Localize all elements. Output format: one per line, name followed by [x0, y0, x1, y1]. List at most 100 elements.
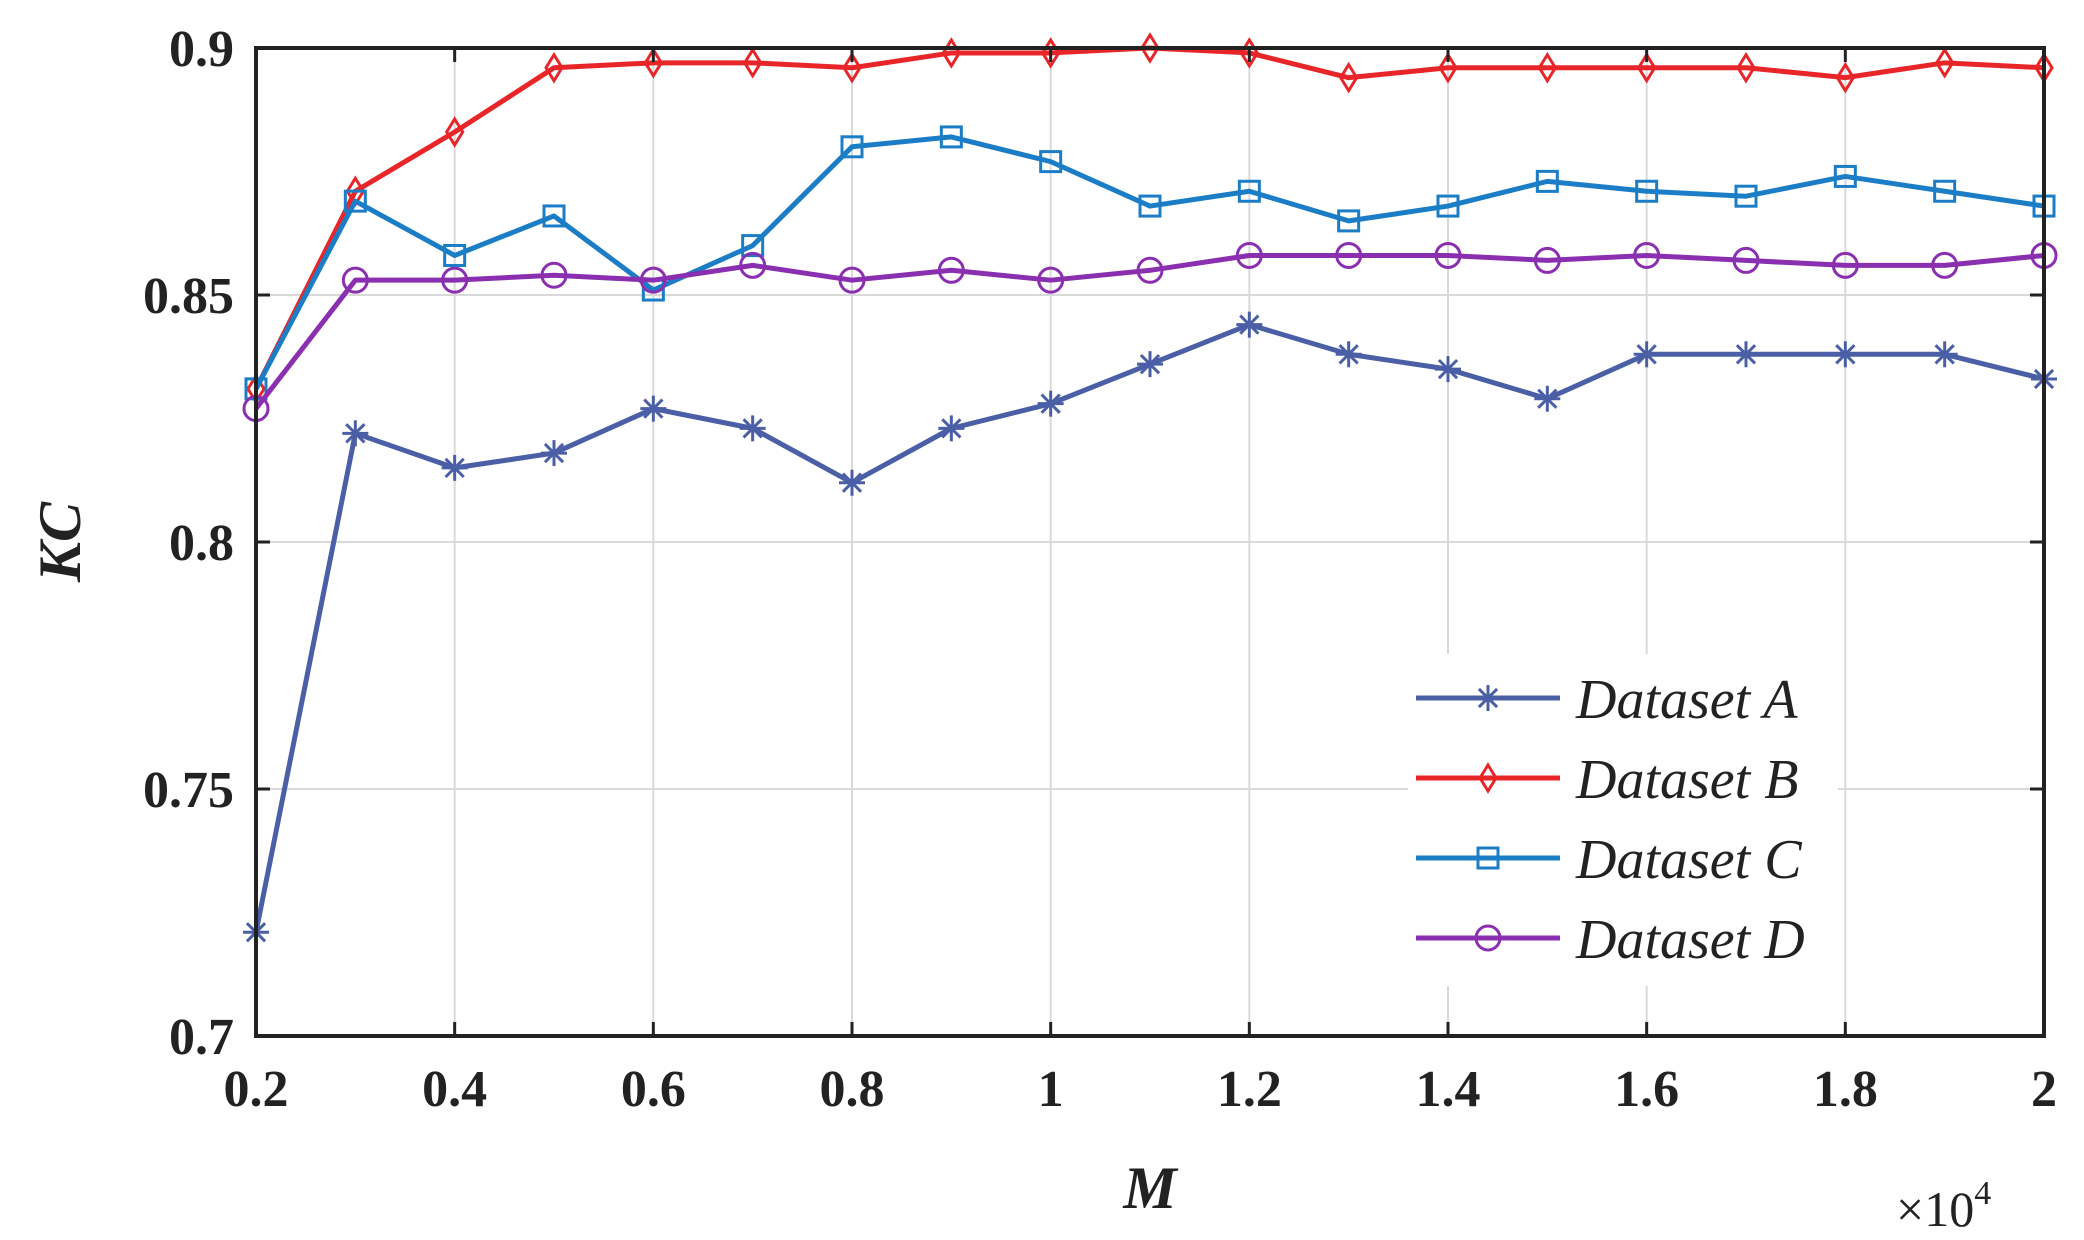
data-point-dataset-a	[1137, 351, 1163, 378]
data-point-dataset-c	[1138, 194, 1162, 218]
legend-marker	[1474, 924, 1502, 952]
data-point-dataset-d	[1434, 241, 1462, 269]
star-stroke	[1537, 388, 1558, 409]
data-point-dataset-c	[1833, 164, 1857, 188]
y-axis-title: KC	[27, 501, 93, 583]
star-stroke	[1735, 344, 1757, 365]
legend-marker	[1475, 685, 1501, 711]
data-point-dataset-a	[1435, 356, 1461, 383]
data-point-dataset-c	[1933, 179, 1957, 203]
y-tick-label: 0.8	[169, 515, 234, 572]
data-point-dataset-b	[544, 51, 564, 84]
data-point-dataset-b	[1338, 61, 1359, 94]
series-dataset-c	[244, 125, 2056, 401]
data-point-dataset-c	[542, 204, 566, 228]
y-tick-label: 0.75	[143, 762, 234, 819]
star-stroke	[841, 472, 863, 493]
data-point-dataset-b	[1934, 46, 1955, 79]
data-point-dataset-d	[1136, 256, 1164, 284]
legend-marker	[1478, 762, 1498, 794]
data-point-dataset-b	[1140, 32, 1160, 64]
star-stroke	[742, 418, 763, 439]
data-point-dataset-a	[839, 469, 865, 496]
star-stroke	[1934, 344, 1955, 365]
x-tick-label: 0.6	[621, 1061, 686, 1118]
ticks	[254, 46, 2046, 1038]
data-point-dataset-a	[739, 415, 766, 442]
data-point-dataset-c	[1436, 194, 1460, 218]
x-tick-label: 1.8	[1813, 1061, 1878, 1118]
legend-label: Dataset B	[1575, 749, 1798, 811]
data-point-dataset-a	[1832, 341, 1859, 368]
data-point-dataset-b	[1835, 61, 1856, 94]
star-stroke	[1437, 358, 1459, 380]
data-point-dataset-c	[343, 189, 367, 213]
data-point-dataset-d	[739, 251, 767, 279]
data-point-dataset-c	[840, 135, 864, 159]
data-point-dataset-a	[640, 395, 667, 422]
star-stroke	[1338, 344, 1359, 365]
x-axis-title: M	[1122, 1155, 1179, 1221]
data-point-dataset-a	[1931, 341, 1958, 368]
data-point-dataset-a	[1037, 390, 1064, 417]
star-stroke	[444, 457, 465, 479]
data-point-dataset-c	[1039, 150, 1063, 174]
star-stroke	[1139, 353, 1161, 375]
data-point-dataset-a	[1633, 341, 1660, 368]
data-point-dataset-c	[1635, 179, 1659, 203]
data-point-dataset-d	[1037, 266, 1065, 294]
data-point-dataset-b	[742, 46, 763, 79]
legend-item-dataset-c: Dataset C	[1416, 829, 1802, 891]
data-point-dataset-d	[1732, 246, 1760, 274]
data-point-dataset-d	[838, 266, 866, 294]
data-point-dataset-a	[342, 420, 369, 447]
data-point-dataset-c	[1237, 179, 1261, 203]
series-line-dataset-d	[254, 252, 2045, 411]
data-point-dataset-c	[939, 125, 963, 149]
legend-item-dataset-d: Dataset D	[1416, 909, 1805, 971]
series-layer	[242, 32, 2058, 946]
data-point-dataset-a	[441, 454, 468, 481]
data-point-dataset-d	[1931, 251, 1959, 279]
data-point-dataset-d	[1533, 246, 1561, 274]
data-point-dataset-b	[1438, 51, 1458, 84]
data-point-dataset-a	[1534, 385, 1561, 412]
legend-item-dataset-b: Dataset B	[1416, 749, 1798, 811]
star-stroke	[1835, 344, 1856, 365]
star-stroke	[643, 398, 664, 419]
data-point-dataset-d	[1235, 241, 1263, 269]
tick-labels: 0.2 0.4 0.6 0.8 1 1.2 1.4 1.6 1.8 2 0.7 0.75 0.8 0.85…	[143, 21, 2057, 1118]
data-point-dataset-b	[1537, 51, 1558, 84]
data-point-dataset-b	[1636, 51, 1657, 84]
data-point-dataset-d	[937, 256, 965, 284]
legend-marker	[1476, 846, 1500, 870]
data-point-dataset-a	[1236, 311, 1263, 338]
x-tick-label: 1.4	[1416, 1061, 1481, 1118]
data-point-dataset-a	[1335, 341, 1362, 368]
star-stroke	[543, 442, 565, 464]
data-point-dataset-a	[938, 415, 965, 442]
data-point-dataset-b	[643, 46, 664, 79]
x-tick-label: 0.8	[820, 1061, 885, 1118]
x-tick-label: 0.2	[224, 1061, 289, 1118]
star-stroke	[345, 423, 366, 444]
data-point-dataset-c	[1337, 209, 1361, 233]
data-point-dataset-d	[441, 266, 469, 294]
x-tick-label: 2	[2031, 1061, 2057, 1118]
data-point-dataset-d	[1633, 241, 1661, 269]
series-line-dataset-c	[253, 134, 2045, 391]
star-stroke	[1477, 687, 1499, 709]
data-point-dataset-b	[444, 116, 465, 148]
data-point-dataset-d	[639, 266, 667, 294]
legend-label: Dataset D	[1575, 909, 1805, 971]
y-tick-label: 0.85	[143, 268, 234, 325]
legend: Dataset A Dataset B Dataset C Dataset D	[1408, 654, 1838, 986]
data-point-dataset-d	[540, 261, 568, 289]
x-tick-label: 1.2	[1217, 1061, 1282, 1118]
series-line-dataset-b	[253, 45, 2045, 390]
data-point-dataset-b	[842, 51, 862, 84]
y-tick-label: 0.7	[169, 1009, 234, 1066]
series-dataset-b	[246, 32, 2054, 405]
x-tick-label: 0.4	[422, 1061, 487, 1118]
